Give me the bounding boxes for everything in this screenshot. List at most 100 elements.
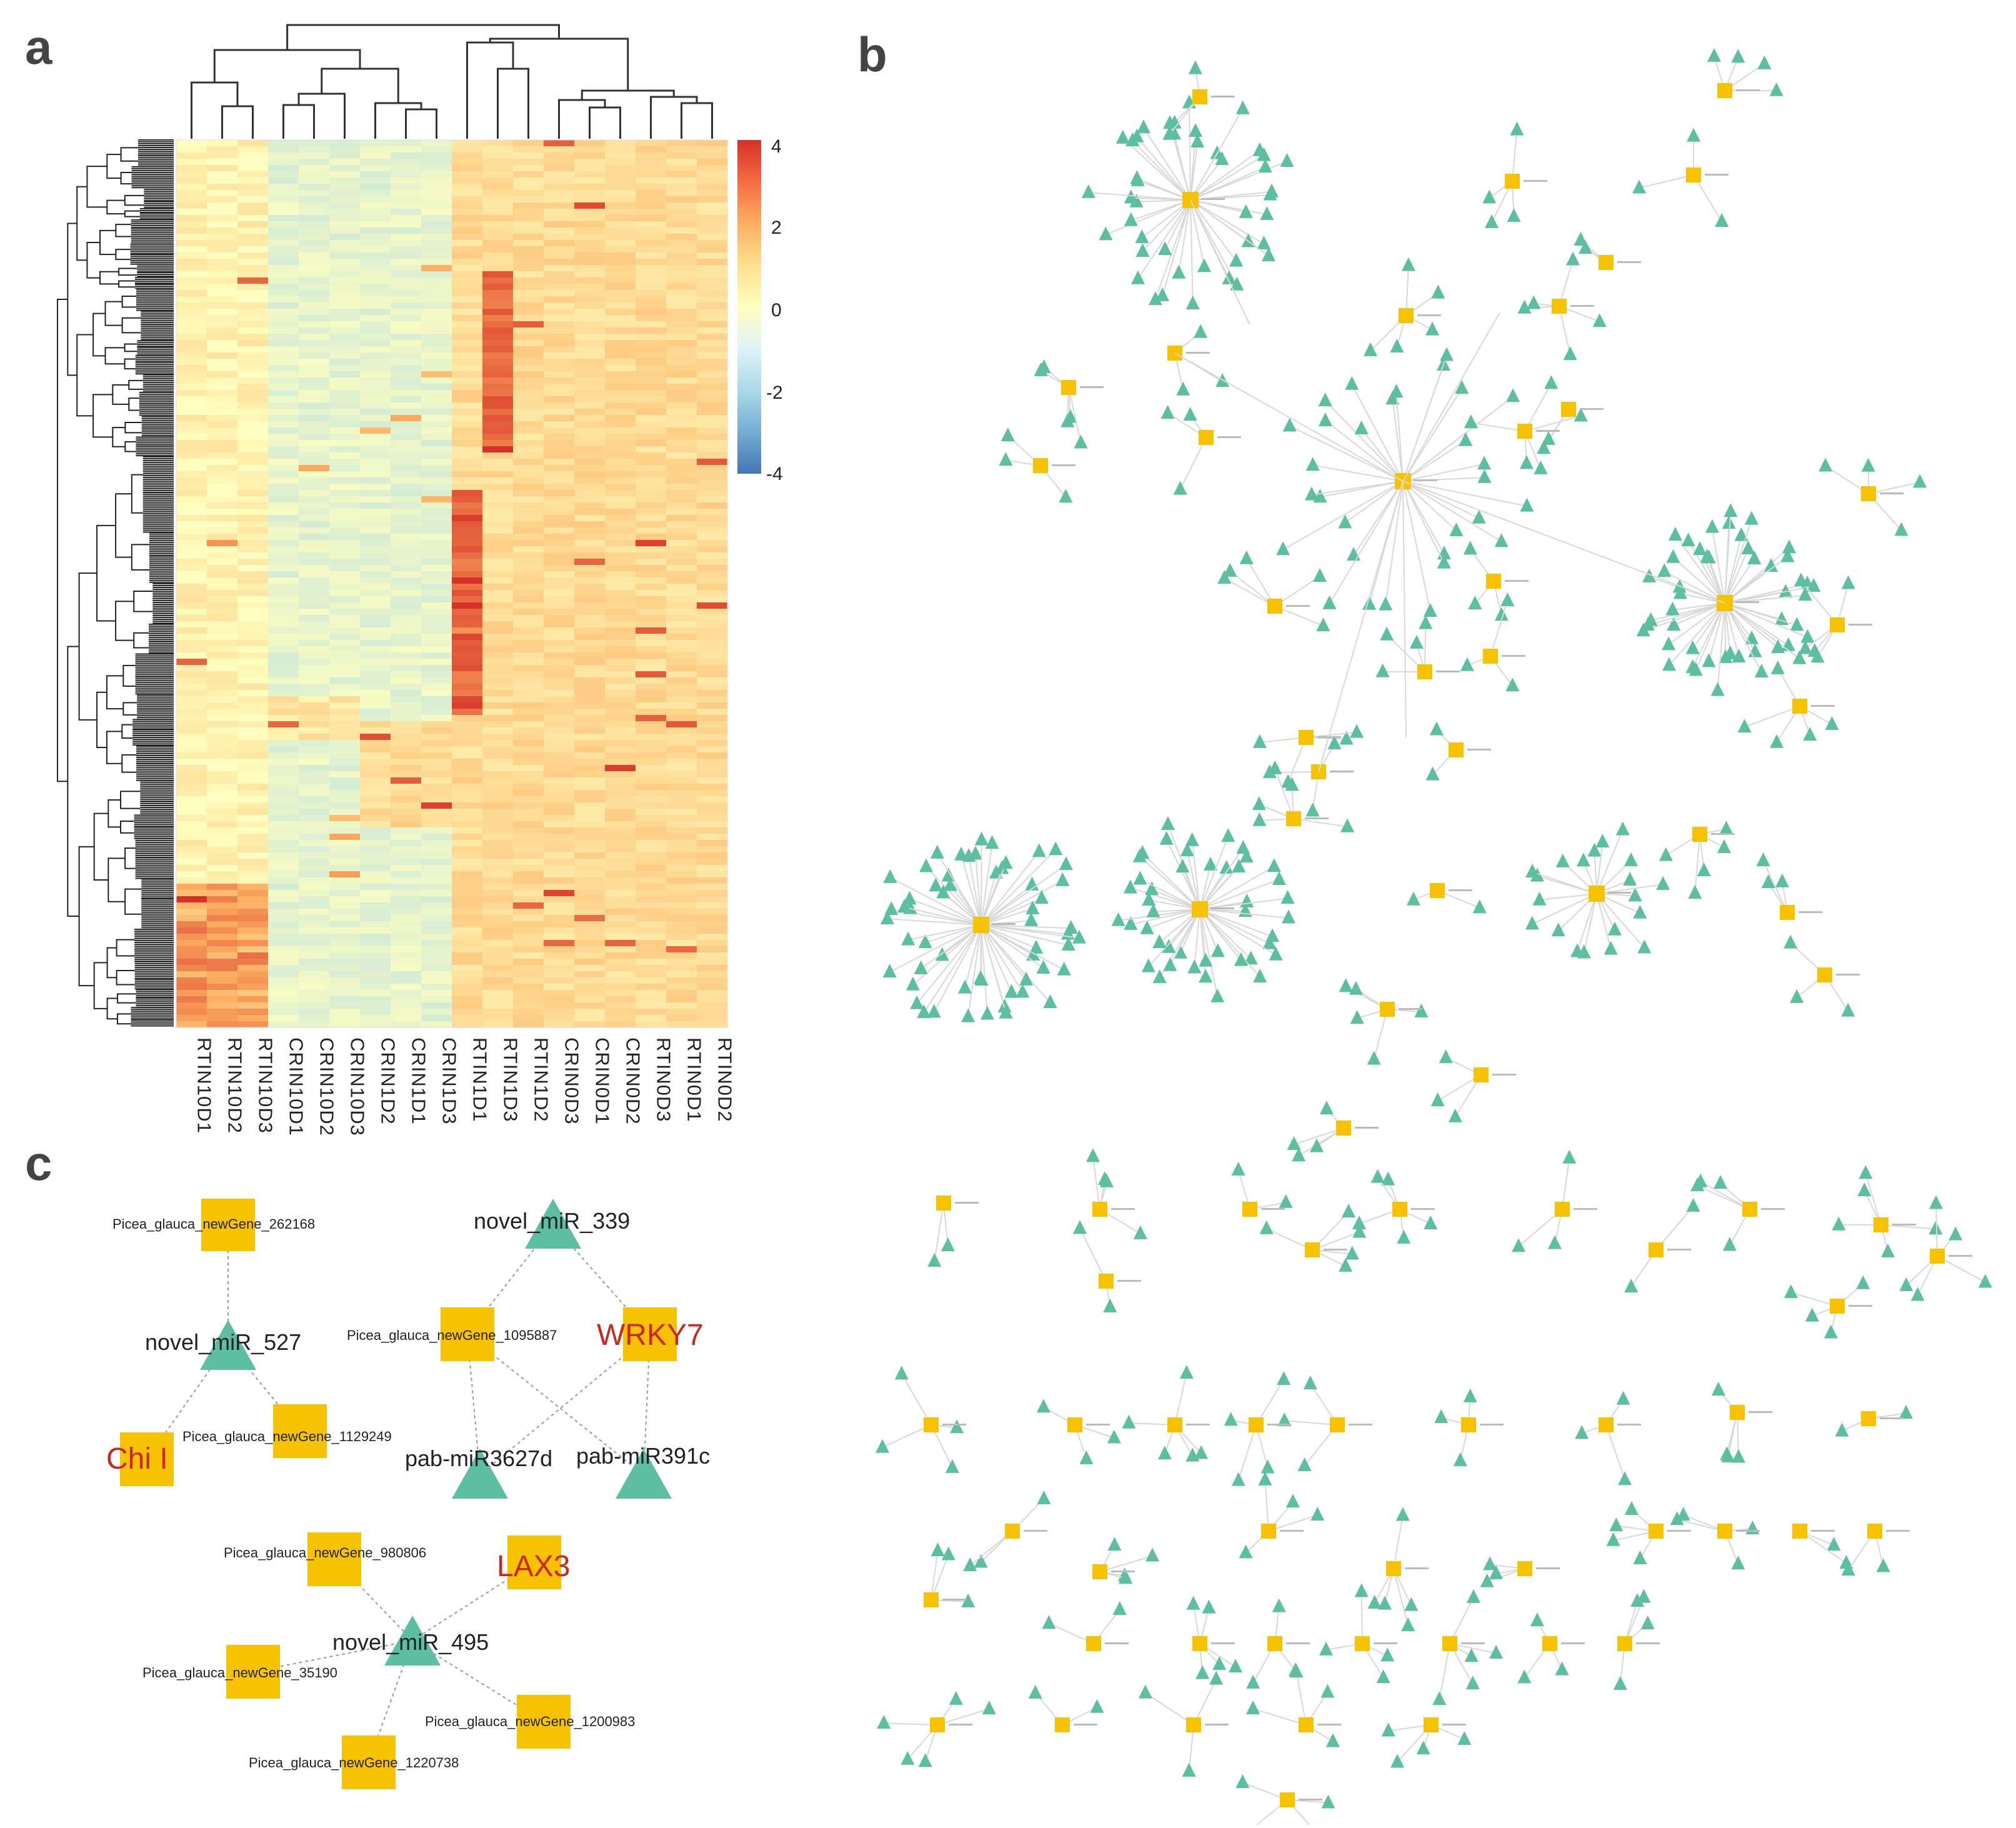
heatmap-cell xyxy=(544,265,575,272)
mirna-node xyxy=(1158,1446,1172,1459)
heatmap-cell xyxy=(666,309,697,316)
heatmap-cell xyxy=(636,284,667,291)
heatmap-cell xyxy=(513,1021,544,1028)
heatmap-cell xyxy=(360,296,391,303)
heatmap-cell xyxy=(176,434,207,441)
heatmap-cell xyxy=(574,527,606,534)
mirna-node xyxy=(1723,1237,1737,1251)
heatmap-cell xyxy=(237,465,269,472)
gene-node xyxy=(1386,1561,1401,1576)
heatmap-cell xyxy=(697,309,728,316)
heatmap-cell xyxy=(329,615,361,622)
heatmap-cell xyxy=(391,902,422,909)
heatmap-cell xyxy=(605,1021,636,1028)
dendrogram-branch xyxy=(100,272,119,284)
heatmap-cell xyxy=(452,977,483,984)
heatmap-cell xyxy=(421,865,452,872)
heatmap-cell xyxy=(513,315,544,322)
heatmap-cell xyxy=(299,477,330,484)
mirna-node xyxy=(1152,934,1166,948)
heatmap-cell xyxy=(452,859,483,866)
heatmap-cell xyxy=(544,652,575,659)
panel-c-edges xyxy=(147,1225,650,1762)
heatmap-cell xyxy=(605,327,636,334)
heatmap-cell xyxy=(207,152,238,159)
heatmap-cell xyxy=(207,984,238,991)
mirna-node xyxy=(1319,392,1332,406)
heatmap-cell xyxy=(544,721,575,728)
heatmap-cell xyxy=(329,346,361,353)
heatmap-cell xyxy=(482,434,514,441)
heatmap-cell xyxy=(360,590,391,597)
heatmap-cell xyxy=(329,790,361,797)
node-caption-mark xyxy=(1355,1127,1379,1129)
node-caption-mark xyxy=(1449,889,1472,891)
heatmap-cell xyxy=(329,646,361,653)
heatmap-cell xyxy=(574,215,606,222)
heatmap-cell xyxy=(636,234,667,241)
heatmap-cell xyxy=(299,534,330,541)
heatmap-cell xyxy=(513,534,544,541)
heatmap-cell xyxy=(605,490,636,497)
heatmap-cell xyxy=(421,746,452,753)
node-caption-mark xyxy=(1074,1724,1097,1726)
heatmap-cell xyxy=(421,615,452,622)
heatmap-cell xyxy=(299,927,330,934)
heatmap-cell xyxy=(268,615,299,622)
heatmap-cell xyxy=(329,290,361,297)
heatmap-cell xyxy=(697,996,728,1003)
heatmap-cell xyxy=(513,390,544,397)
heatmap-cell xyxy=(697,490,728,497)
edge xyxy=(1606,1425,1625,1480)
heatmap-cell xyxy=(329,446,361,453)
heatmap-cell xyxy=(391,759,422,766)
heatmap-cell xyxy=(513,1002,544,1009)
heatmap-cell xyxy=(482,515,514,522)
heatmap-cell xyxy=(482,740,514,747)
heatmap-cell xyxy=(329,315,361,322)
heatmap-cell xyxy=(329,946,361,953)
heatmap-cell xyxy=(636,159,667,166)
heatmap-cell xyxy=(176,852,207,859)
mirna-node xyxy=(958,980,972,994)
heatmap-cell xyxy=(697,159,728,166)
heatmap-cell xyxy=(605,734,636,741)
heatmap-cell xyxy=(605,471,636,478)
heatmap-cell xyxy=(666,902,697,909)
mirna-node xyxy=(914,961,928,974)
heatmap-cell xyxy=(421,477,452,484)
heatmap-cell xyxy=(421,277,452,284)
heatmap-cell xyxy=(360,227,391,234)
heatmap-cell xyxy=(513,421,544,428)
heatmap-cell xyxy=(207,915,238,922)
heatmap-cell xyxy=(544,1015,575,1022)
heatmap-cell xyxy=(452,171,483,178)
heatmap-cell xyxy=(636,846,667,853)
heatmap-cell xyxy=(176,540,207,547)
heatmap-cell xyxy=(176,1009,207,1016)
heatmap-cell xyxy=(299,690,330,697)
heatmap-cell xyxy=(452,159,483,166)
heatmap-cell xyxy=(636,834,667,841)
heatmap-cell xyxy=(329,659,361,666)
edge xyxy=(1394,1516,1403,1569)
mirna-node xyxy=(1232,1162,1245,1176)
heatmap-cell xyxy=(666,227,697,234)
heatmap-cell xyxy=(176,521,207,528)
heatmap-cell xyxy=(544,234,575,241)
heatmap-cell xyxy=(666,840,697,847)
heatmap-cell xyxy=(421,577,452,584)
heatmap-cell xyxy=(207,402,238,409)
heatmap-cell xyxy=(636,165,667,172)
heatmap-cell xyxy=(360,984,391,991)
heatmap-cell xyxy=(391,577,422,584)
heatmap-cell xyxy=(544,409,575,416)
heatmap-cell xyxy=(636,309,667,316)
heatmap-cell xyxy=(329,771,361,778)
dendrogram-branch xyxy=(112,427,125,447)
heatmap-cell xyxy=(329,865,361,872)
heatmap-cell xyxy=(237,684,269,691)
heatmap-cell xyxy=(299,921,330,928)
panel-c-gene-nodes xyxy=(120,1199,677,1789)
mirna-node xyxy=(1135,229,1149,243)
